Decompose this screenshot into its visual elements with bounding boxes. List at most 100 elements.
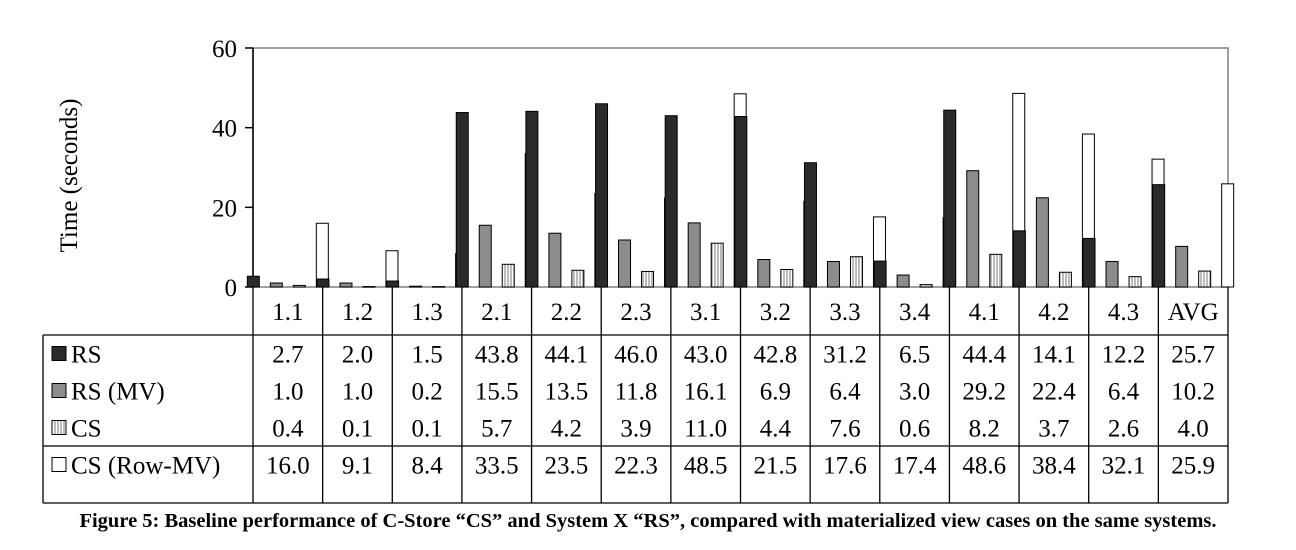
data-label: 1.0 bbox=[272, 379, 303, 406]
bar bbox=[1082, 237, 1096, 288]
data-label: 44.4 bbox=[962, 342, 1006, 369]
bar bbox=[989, 253, 1003, 288]
x-tick-label: 3.3 bbox=[829, 299, 860, 326]
data-label: 3.0 bbox=[899, 379, 930, 406]
bar bbox=[1058, 271, 1072, 288]
data-label: 5.7 bbox=[481, 416, 512, 443]
data-label: 16.1 bbox=[684, 379, 728, 406]
bar bbox=[1035, 197, 1049, 288]
data-label: 17.6 bbox=[823, 453, 867, 480]
x-tick-label: 3.2 bbox=[760, 299, 791, 326]
data-label: 44.1 bbox=[545, 342, 589, 369]
bar bbox=[1012, 230, 1026, 288]
data-label: 48.5 bbox=[684, 453, 728, 480]
data-label: 13.5 bbox=[545, 379, 589, 406]
bar bbox=[316, 278, 330, 288]
data-label: 22.4 bbox=[1032, 379, 1076, 406]
data-label: 8.2 bbox=[969, 416, 1000, 443]
bar bbox=[803, 162, 817, 288]
legend-swatch bbox=[51, 383, 67, 398]
data-label: 15.5 bbox=[475, 379, 519, 406]
y-tick-label: 40 bbox=[212, 116, 237, 143]
data-label: 38.4 bbox=[1032, 453, 1076, 480]
data-label: 3.9 bbox=[620, 416, 651, 443]
data-label: 4.4 bbox=[760, 416, 792, 443]
data-label: 1.5 bbox=[411, 342, 442, 369]
legend-label: CS (Row-MV) bbox=[71, 453, 220, 480]
bar bbox=[432, 286, 446, 288]
bar bbox=[826, 261, 840, 288]
bar bbox=[896, 274, 910, 288]
x-tick-label: 3.1 bbox=[690, 299, 721, 326]
bar bbox=[1221, 183, 1235, 288]
bar bbox=[339, 282, 353, 288]
bar bbox=[386, 280, 400, 288]
bar bbox=[315, 222, 329, 288]
x-tick-label: 1.3 bbox=[411, 299, 442, 326]
y-axis-label: Time (seconds) bbox=[56, 99, 83, 253]
data-label: 14.1 bbox=[1032, 342, 1076, 369]
bar bbox=[571, 269, 585, 288]
data-label: 4.2 bbox=[551, 416, 582, 443]
bar bbox=[455, 112, 469, 288]
bar bbox=[1152, 184, 1166, 288]
data-label: 0.1 bbox=[342, 416, 373, 443]
bar bbox=[595, 103, 609, 288]
bar bbox=[943, 109, 957, 288]
data-label: 16.0 bbox=[266, 453, 310, 480]
y-tick-label: 60 bbox=[212, 36, 237, 63]
bar bbox=[734, 116, 748, 288]
data-label: 3.7 bbox=[1038, 416, 1069, 443]
x-tick-label: 2.2 bbox=[551, 299, 582, 326]
bar-chart: 0 20 40 60 1.1 1.2 1.3 2.1 2.2 2.3 3.1 3.2 3.3 3.4 4.… bbox=[42, 36, 1235, 504]
y-tick-label: 0 bbox=[225, 275, 238, 302]
data-label: 6.4 bbox=[1108, 379, 1140, 406]
x-tick-label: 1.2 bbox=[342, 299, 373, 326]
data-label: 8.4 bbox=[411, 453, 443, 480]
data-label: 6.9 bbox=[760, 379, 791, 406]
bar bbox=[1175, 245, 1189, 288]
bar bbox=[269, 282, 283, 288]
data-label: 43.8 bbox=[475, 342, 519, 369]
data-label: 2.6 bbox=[1108, 416, 1139, 443]
legend-label: RS bbox=[71, 342, 102, 369]
data-label: 6.5 bbox=[899, 342, 930, 369]
data-label: 29.2 bbox=[962, 379, 1006, 406]
bar bbox=[710, 242, 724, 288]
data-label: 25.7 bbox=[1171, 342, 1215, 369]
legend-label: RS (MV) bbox=[71, 379, 165, 406]
bar bbox=[362, 286, 376, 288]
x-tick-label: AVG bbox=[1168, 299, 1219, 326]
bar bbox=[664, 115, 678, 288]
data-label: 31.2 bbox=[823, 342, 867, 369]
data-label: 7.6 bbox=[829, 416, 860, 443]
y-tick-label: 20 bbox=[212, 195, 237, 222]
bar bbox=[757, 259, 771, 288]
data-label: 11.8 bbox=[615, 379, 658, 406]
data-label: 11.0 bbox=[684, 416, 727, 443]
data-label: 25.9 bbox=[1171, 453, 1215, 480]
x-tick-label: 4.2 bbox=[1038, 299, 1069, 326]
data-label: 33.5 bbox=[475, 453, 519, 480]
data-label: 43.0 bbox=[684, 342, 728, 369]
data-label: 9.1 bbox=[342, 453, 373, 480]
legend-swatch bbox=[51, 457, 67, 472]
data-label: 6.4 bbox=[829, 379, 861, 406]
bar bbox=[966, 170, 980, 288]
data-label: 23.5 bbox=[545, 453, 589, 480]
data-label: 12.2 bbox=[1102, 342, 1146, 369]
bar bbox=[525, 110, 539, 288]
bar bbox=[1128, 276, 1142, 288]
data-label: 0.6 bbox=[899, 416, 930, 443]
data-label: 10.2 bbox=[1171, 379, 1215, 406]
bar bbox=[548, 232, 562, 288]
data-label: 17.4 bbox=[893, 453, 937, 480]
data-label: 2.0 bbox=[342, 342, 373, 369]
bar bbox=[1198, 270, 1212, 288]
data-label: 22.3 bbox=[614, 453, 658, 480]
bar bbox=[687, 222, 701, 288]
data-label: 1.0 bbox=[342, 379, 373, 406]
legend-swatch bbox=[51, 346, 67, 361]
bar bbox=[501, 263, 515, 288]
bar bbox=[292, 284, 306, 288]
